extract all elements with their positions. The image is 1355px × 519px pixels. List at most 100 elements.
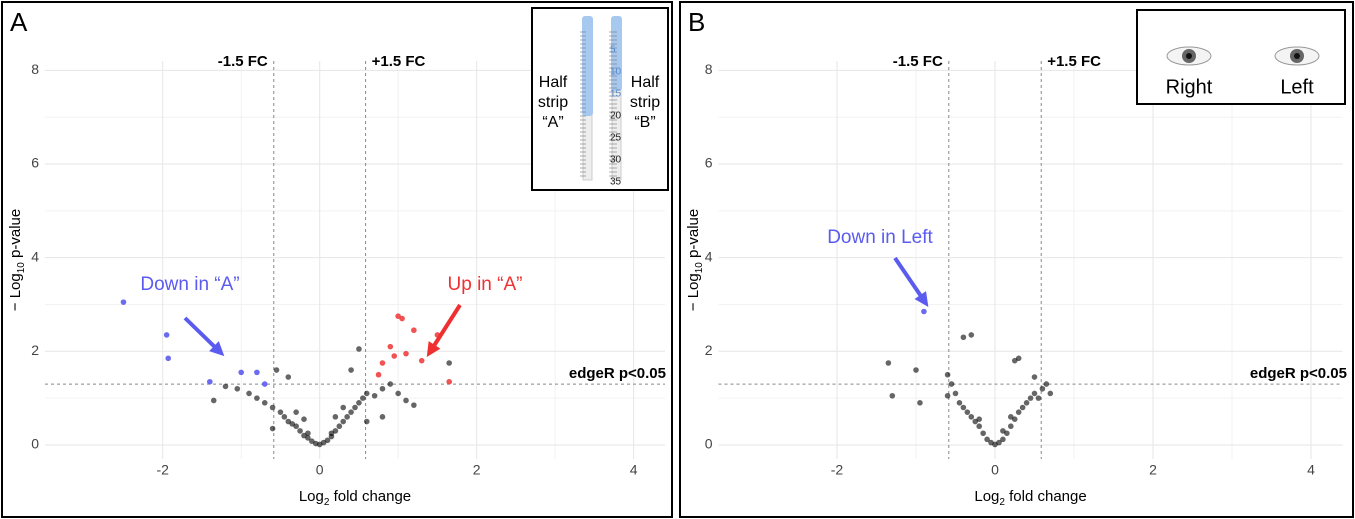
y-tick-label: 4 (705, 248, 713, 264)
label-part: 10 (694, 262, 705, 274)
label-part: 2 (999, 497, 1005, 508)
data-point (944, 371, 951, 378)
data-point (403, 397, 409, 404)
x-tick-label: 4 (630, 462, 638, 478)
data-point (968, 332, 975, 338)
strip-number: 15 (610, 89, 622, 100)
data-point (348, 409, 354, 415)
data-point (889, 392, 896, 399)
data-point (340, 418, 347, 425)
label-part: − Log (7, 273, 24, 311)
data-point (261, 400, 268, 406)
data-point (948, 381, 955, 387)
data-point (356, 346, 362, 352)
data-point (269, 404, 276, 411)
data-point (324, 437, 331, 444)
threshold-label: -1.5 FC (893, 53, 943, 70)
data-point (165, 355, 172, 362)
inset-label: strip (538, 94, 568, 111)
data-point (917, 400, 923, 406)
pupil (1186, 53, 1192, 59)
data-point (352, 404, 358, 411)
data-point (379, 414, 386, 420)
data-point (277, 409, 284, 415)
panel-label: A (10, 7, 28, 37)
data-point (305, 430, 311, 437)
data-point (1043, 381, 1050, 387)
strip-number: 10 (610, 67, 622, 78)
threshold-label: -1.5 FC (218, 53, 268, 70)
data-point (1023, 400, 1030, 406)
inset-label: “A” (542, 114, 563, 131)
threshold-label: edgeR p<0.05 (569, 365, 666, 382)
x-tick-label: 2 (473, 462, 481, 478)
arrow-head (426, 341, 441, 358)
strip-number: 20 (610, 111, 622, 122)
x-tick-label: 0 (316, 462, 324, 478)
data-point (297, 428, 303, 434)
data-point (1039, 385, 1046, 392)
data-point (980, 430, 986, 437)
data-point (1019, 404, 1026, 411)
data-point (1047, 390, 1054, 397)
threshold-label: edgeR p<0.05 (1250, 365, 1347, 382)
eye-label: Left (1280, 76, 1314, 98)
panel-border (1, 1, 673, 518)
panel-border (679, 1, 1354, 518)
data-point (210, 397, 217, 404)
x-tick-label: 4 (1307, 462, 1315, 478)
data-point (332, 414, 339, 420)
data-point (234, 385, 241, 392)
y-axis-label: − Log10 p-value (685, 209, 705, 311)
data-point (293, 409, 299, 415)
panel-label: B (688, 7, 705, 37)
data-point (207, 378, 213, 385)
data-point (222, 383, 229, 390)
data-point (238, 369, 245, 376)
inset-box (531, 7, 669, 191)
y-tick-label: 0 (705, 436, 713, 452)
data-point (363, 418, 370, 425)
data-point (360, 395, 366, 401)
label-part: p-value (685, 209, 702, 262)
data-point (1031, 390, 1038, 397)
x-tick-label: 2 (1149, 462, 1157, 478)
data-point (391, 353, 398, 359)
y-tick-label: 6 (705, 155, 713, 171)
arrow-head (914, 291, 929, 307)
threshold-label: +1.5 FC (1047, 53, 1101, 70)
x-tick-label: -2 (831, 462, 844, 478)
data-point (885, 360, 892, 366)
data-point (273, 367, 280, 373)
data-point (446, 360, 452, 366)
y-tick-label: 8 (705, 61, 713, 77)
data-point (976, 423, 982, 430)
data-point (913, 367, 919, 373)
data-point (336, 423, 343, 430)
data-point (340, 404, 347, 411)
data-point (418, 357, 425, 364)
y-tick-label: 8 (31, 61, 39, 77)
data-point (344, 414, 350, 420)
data-point (1008, 414, 1014, 420)
y-tick-label: 6 (31, 155, 39, 171)
x-tick-label: -2 (156, 462, 169, 478)
annotation-arrow (893, 256, 927, 304)
threshold-label: +1.5 FC (372, 53, 426, 70)
data-point (379, 385, 386, 392)
label-part: − Log (685, 273, 702, 311)
strip-number: 30 (610, 155, 622, 166)
annotation: Down in Left (827, 227, 933, 248)
y-axis-label: − Log10 p-value (7, 209, 27, 311)
annotation-arrow (428, 303, 462, 354)
data-point (968, 414, 975, 420)
data-point (403, 350, 409, 357)
label-part: fold change (329, 488, 411, 505)
data-point (254, 395, 260, 401)
data-point (976, 416, 982, 423)
y-tick-label: 0 (31, 436, 39, 452)
data-point (269, 425, 276, 432)
strip-number: 35 (610, 177, 622, 188)
y-tick-label: 2 (31, 342, 39, 358)
x-axis-label: Log2 fold change (299, 488, 411, 508)
